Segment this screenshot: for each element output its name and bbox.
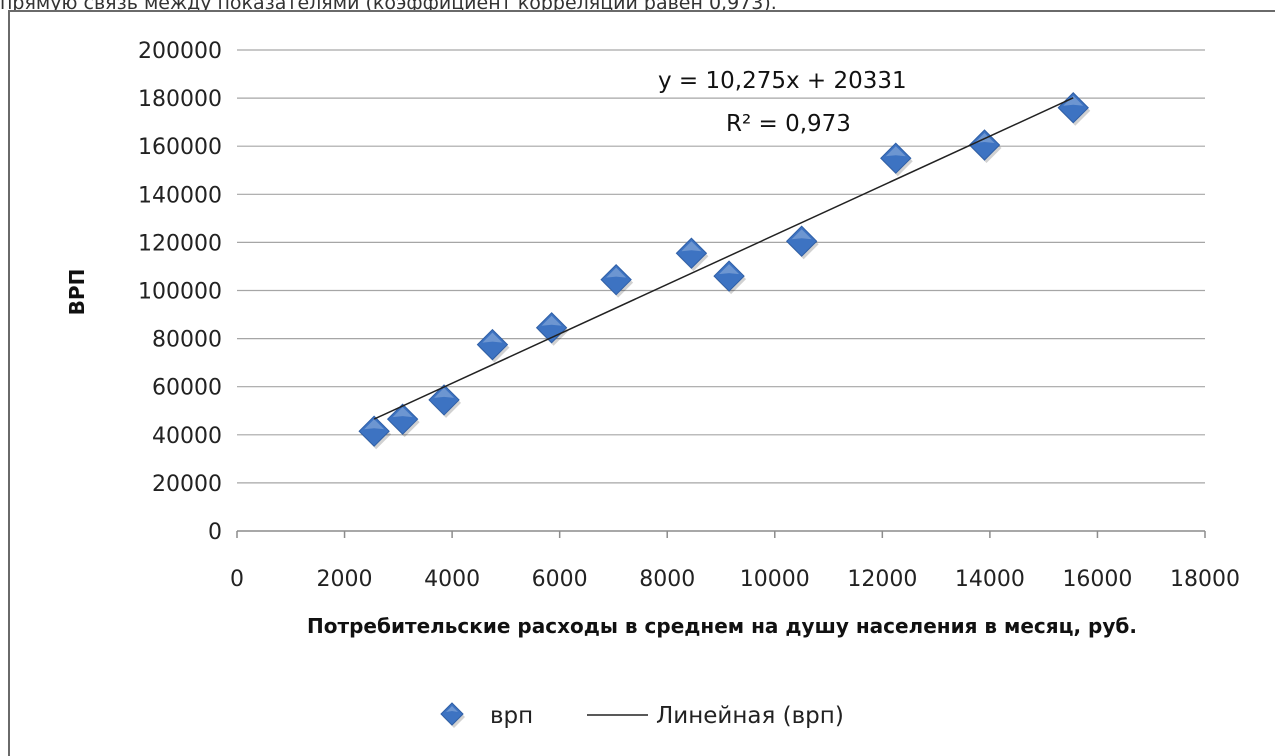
y-tick-label: 80000 bbox=[152, 328, 222, 353]
data-point bbox=[713, 260, 747, 295]
gridlines bbox=[237, 49, 1205, 484]
chart-frame bbox=[8, 10, 1275, 756]
x-axis-tick-labels: 0 2000 4000 6000 8000 10000 12000 14000 16000 180… bbox=[230, 567, 1240, 592]
x-tick-label: 12000 bbox=[847, 567, 917, 592]
x-tick-label: 8000 bbox=[639, 567, 695, 592]
y-tick-label: 40000 bbox=[152, 424, 222, 449]
y-tick-label: 200000 bbox=[138, 39, 222, 64]
data-point bbox=[600, 263, 634, 298]
data-points bbox=[358, 92, 1091, 450]
x-tick-label: 4000 bbox=[424, 567, 480, 592]
data-point bbox=[386, 403, 420, 438]
legend-trendline-label: Линейная (врп) bbox=[656, 703, 844, 729]
y-tick-label: 180000 bbox=[138, 87, 222, 112]
x-tick-label: 10000 bbox=[740, 567, 810, 592]
x-tick-label: 6000 bbox=[532, 567, 588, 592]
data-point bbox=[785, 225, 819, 260]
y-tick-label: 20000 bbox=[152, 472, 222, 497]
trendline bbox=[373, 97, 1074, 420]
x-tick-label: 2000 bbox=[317, 567, 373, 592]
y-tick-label: 160000 bbox=[138, 135, 222, 160]
data-point bbox=[428, 384, 462, 418]
legend-diamond-marker bbox=[440, 702, 465, 728]
x-tick-label: 0 bbox=[230, 567, 244, 592]
y-tick-label: 60000 bbox=[152, 376, 222, 401]
data-point bbox=[1057, 92, 1091, 126]
data-point bbox=[476, 328, 510, 363]
data-point bbox=[880, 142, 913, 177]
legend-series-label: врп bbox=[490, 703, 533, 729]
x-tick-label: 16000 bbox=[1062, 567, 1132, 592]
y-axis-title: ВРП bbox=[65, 269, 89, 316]
x-tick-label: 18000 bbox=[1170, 567, 1240, 592]
trendline-equation: y = 10,275x + 20331 bbox=[658, 68, 907, 94]
x-tick-label: 14000 bbox=[955, 567, 1025, 592]
y-tick-label: 140000 bbox=[138, 183, 222, 208]
data-point bbox=[358, 415, 392, 450]
data-point bbox=[535, 312, 569, 346]
x-axis-title: Потребительские расходы в среднем на душ… bbox=[307, 614, 1137, 638]
y-tick-label: 120000 bbox=[138, 231, 222, 256]
y-axis-tick-labels: 0 20000 40000 60000 80000 100000 120000 140000 1… bbox=[138, 39, 222, 545]
data-point bbox=[968, 129, 1002, 163]
legend-diamond bbox=[440, 702, 465, 728]
data-point bbox=[675, 237, 709, 272]
y-tick-label: 0 bbox=[208, 520, 222, 545]
r-squared-label: R² = 0,973 bbox=[726, 111, 851, 137]
x-axis bbox=[236, 530, 1206, 538]
legend: врп Линейная (врп) bbox=[440, 702, 844, 729]
y-tick-label: 100000 bbox=[138, 280, 222, 305]
